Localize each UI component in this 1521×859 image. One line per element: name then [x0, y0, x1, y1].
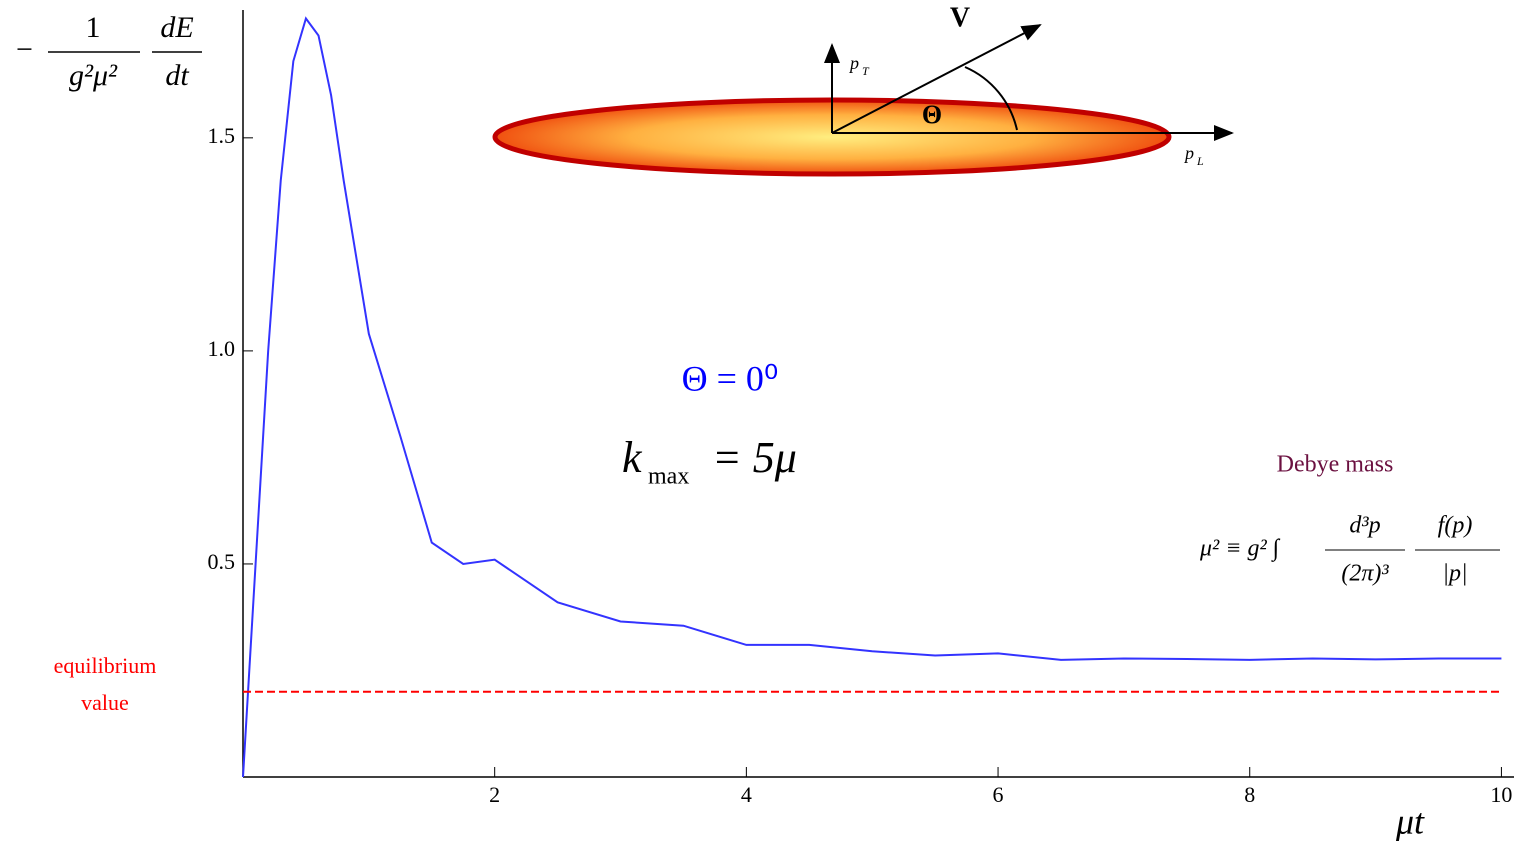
- annotation: Θ = 0⁰: [682, 358, 779, 398]
- v-arrow: [831, 24, 1042, 134]
- y-tick-label: 1.5: [208, 123, 236, 148]
- formula-lhs: μ² ≡ g² ∫: [1199, 536, 1281, 563]
- angle-arc: [964, 66, 1018, 131]
- y-label-den: dt: [165, 59, 189, 92]
- x-tick-label: 2: [489, 782, 500, 807]
- y-tick-label: 1.0: [208, 336, 236, 361]
- pt-sub: T: [862, 64, 870, 78]
- annotation: = 5μ: [712, 433, 797, 482]
- x-tick-label: 8: [1244, 782, 1255, 807]
- annotation: max: [648, 464, 689, 490]
- x-tick-label: 4: [741, 782, 752, 807]
- annotation: Debye mass: [1277, 452, 1394, 478]
- v-label: V: [950, 2, 970, 33]
- pl-label: p: [1183, 143, 1194, 163]
- y-label-den: g²μ²: [69, 59, 118, 92]
- y-tick-label: 0.5: [208, 549, 236, 574]
- x-tick-label: 10: [1490, 782, 1512, 807]
- formula: μ² ≡ g² ∫ d³p (2π)³ f(p) |p|: [1199, 513, 1500, 587]
- formula-num: d³p: [1349, 513, 1380, 539]
- formula-num: f(p): [1438, 513, 1473, 539]
- y-label-num: 1: [86, 11, 101, 44]
- y-label-sign: −: [16, 33, 33, 66]
- diagram: V p T p L Θ: [492, 2, 1234, 177]
- pl-sub: L: [1196, 154, 1204, 168]
- annotation: equilibrium: [54, 653, 157, 678]
- line: [242, 16, 1502, 778]
- formula-den: (2π)³: [1341, 561, 1389, 587]
- x-label: μt: [1395, 801, 1425, 841]
- formula-den: |p|: [1442, 561, 1467, 587]
- pt-label: p: [848, 53, 859, 73]
- y-label-num: dE: [160, 11, 193, 44]
- y-label: − 1 g²μ² dE dt: [16, 11, 202, 92]
- angle-label: Θ: [922, 100, 942, 129]
- x-tick-label: 6: [993, 782, 1004, 807]
- annotation: k: [622, 433, 643, 482]
- annotation: value: [81, 690, 129, 715]
